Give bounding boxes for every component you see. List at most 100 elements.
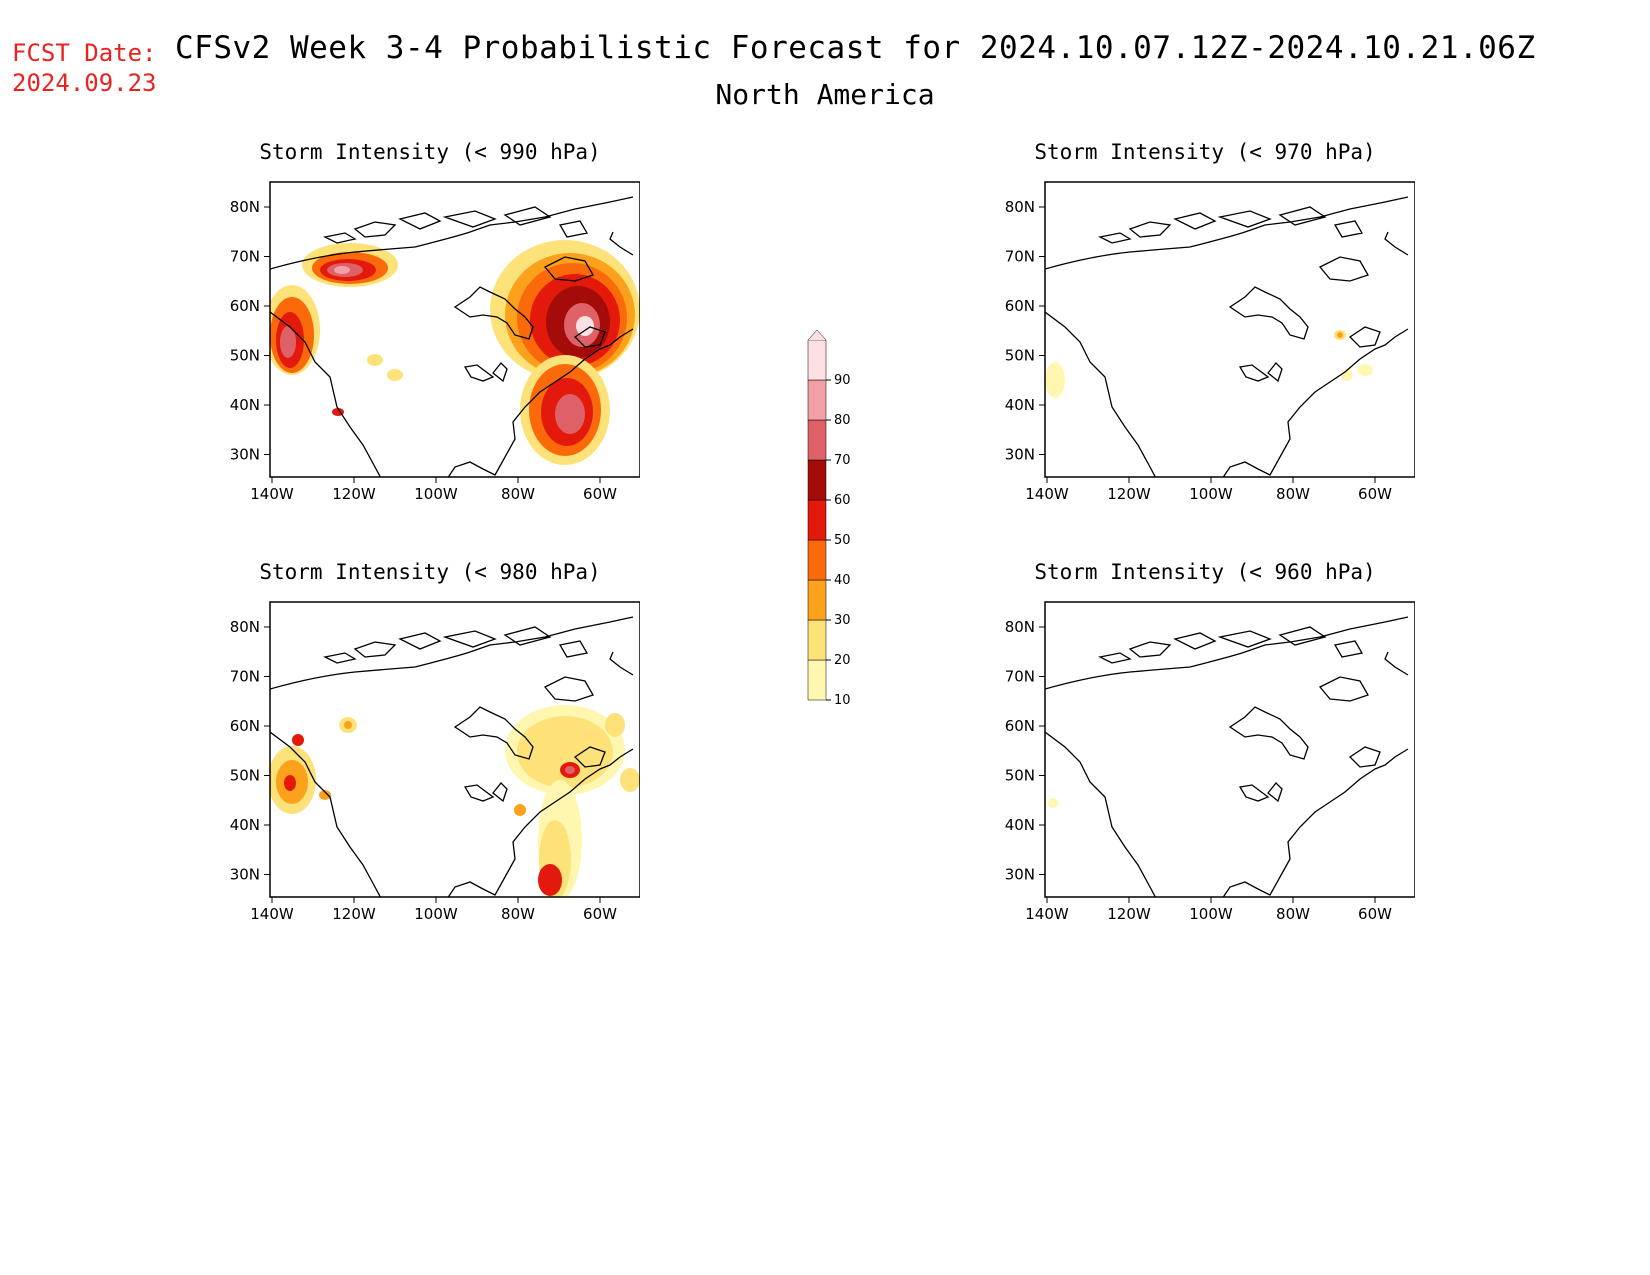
colorbar-swatch [807, 499, 827, 541]
map-border [269, 181, 640, 478]
lon-tick-label: 120W [332, 905, 376, 923]
lon-tick-label: 100W [1189, 485, 1233, 503]
probability-contour [319, 790, 331, 800]
probability-shading-980 [270, 705, 640, 897]
lat-tick-label: 60N [230, 297, 260, 315]
probability-contour [367, 354, 383, 366]
map-960hpa: 140W 120W 100W 80W 60W 80N 70N 60N 50N 40N 30N [1005, 601, 1415, 923]
lon-tick-label: 120W [332, 485, 376, 503]
probability-contour [284, 775, 296, 791]
colorbar-swatch [807, 419, 827, 461]
lat-tick-label: 80N [230, 198, 260, 216]
colorbar: 10 20 30 40 50 60 70 80 90 [807, 330, 851, 708]
panel-title-960: Storm Intensity (< 960 hPa) [1034, 560, 1376, 584]
probability-contour [576, 316, 594, 336]
lat-tick-label: 30N [230, 446, 260, 464]
colorbar-label: 70 [834, 453, 851, 468]
lat-tick-label: 70N [230, 248, 260, 266]
panel-990hpa: Storm Intensity (< 990 hPa) 140W 120W 100W… [220, 140, 640, 520]
panel-title-990: Storm Intensity (< 990 hPa) [259, 140, 601, 164]
lat-tick-label: 60N [230, 717, 260, 735]
panel-980hpa: Storm Intensity (< 980 hPa) 140W 120W 100W… [220, 560, 640, 940]
lon-tick-label: 80W [501, 485, 535, 503]
probability-contour [555, 394, 585, 434]
coastline-path [270, 196, 634, 477]
map-990hpa: 140W 120W 100W 80W 60W 80N 70N 60N 50N 40N 30N [230, 181, 640, 503]
map-border [269, 601, 640, 898]
map-frame: 140W 120W 100W 80W 60W 80N 70N 60N 50N 40N 30N [230, 181, 640, 503]
lon-tick-label: 60W [583, 905, 617, 923]
colorbar-label: 50 [834, 533, 851, 548]
map-border [1044, 181, 1415, 478]
lat-tick-label: 70N [1005, 248, 1035, 266]
forecast-date-block: FCST Date: 2024.09.23 [12, 38, 157, 98]
lat-tick-label: 80N [1005, 618, 1035, 636]
lat-tick-label: 60N [1005, 297, 1035, 315]
lat-tick-label: 60N [1005, 717, 1035, 735]
colorbar-label: 40 [834, 573, 851, 588]
coastline [270, 196, 634, 477]
coastline-path [1045, 616, 1409, 897]
probability-contour [1357, 364, 1373, 376]
panel-960hpa: Storm Intensity (< 960 hPa) 140W 120W 100W… [995, 560, 1415, 940]
lat-tick-label: 40N [1005, 816, 1035, 834]
colorbar-swatch [807, 459, 827, 501]
lat-tick-label: 70N [230, 668, 260, 686]
forecast-date-value: 2024.09.23 [12, 69, 157, 97]
map-frame: 140W 120W 100W 80W 60W 80N 70N 60N 50N 40N 30N [1005, 181, 1415, 503]
lon-tick-label: 140W [1025, 485, 1069, 503]
probability-contour [334, 266, 350, 274]
lat-tick-label: 50N [1005, 347, 1035, 365]
lon-tick-label: 60W [1358, 905, 1392, 923]
probability-contour [517, 716, 613, 788]
lon-tick-label: 80W [1276, 485, 1310, 503]
probability-contour [1048, 798, 1058, 808]
panel-title-980: Storm Intensity (< 980 hPa) [259, 560, 601, 584]
lat-tick-label: 40N [230, 816, 260, 834]
lon-tick-label: 100W [1189, 905, 1233, 923]
colorbar-swatch [807, 339, 827, 381]
panel-970hpa: Storm Intensity (< 970 hPa) 140W 120W 100W… [995, 140, 1415, 520]
lon-tick-label: 60W [583, 485, 617, 503]
colorbar-label: 20 [834, 653, 851, 668]
lat-tick-label: 80N [1005, 198, 1035, 216]
probability-contour [387, 369, 403, 381]
map-970hpa: 140W 120W 100W 80W 60W 80N 70N 60N 50N 40N 30N [1005, 181, 1415, 503]
lat-tick-label: 40N [230, 396, 260, 414]
lon-tick-label: 140W [1025, 905, 1069, 923]
probability-contour [565, 766, 575, 774]
forecast-date-label: FCST Date: [12, 39, 157, 67]
colorbar-label: 60 [834, 493, 851, 508]
coastline [1045, 616, 1409, 897]
lon-tick-label: 60W [1358, 485, 1392, 503]
colorbar-swatch [807, 619, 827, 661]
lat-tick-label: 50N [1005, 767, 1035, 785]
page-title: CFSv2 Week 3-4 Probabilistic Forecast fo… [175, 30, 1536, 66]
lat-tick-label: 30N [230, 866, 260, 884]
lon-tick-label: 80W [501, 905, 535, 923]
coastline [270, 616, 634, 897]
map-980hpa: 140W 120W 100W 80W 60W 80N 70N 60N 50N 40N 30N [230, 601, 640, 923]
colorbar-cap [807, 330, 827, 341]
colorbar-label: 30 [834, 613, 851, 628]
lat-tick-label: 30N [1005, 446, 1035, 464]
probability-contour [292, 734, 304, 746]
lon-tick-label: 100W [414, 485, 458, 503]
colorbar-label: 90 [834, 373, 851, 388]
colorbar-swatch [807, 659, 827, 701]
coastline-path [270, 616, 634, 897]
probability-contour [514, 804, 526, 816]
lat-tick-label: 40N [1005, 396, 1035, 414]
lon-tick-label: 100W [414, 905, 458, 923]
colorbar-swatch [807, 579, 827, 621]
lat-tick-label: 80N [230, 618, 260, 636]
probability-shading-970 [1045, 330, 1373, 398]
lat-tick-label: 30N [1005, 866, 1035, 884]
coastline [1045, 196, 1409, 477]
coastline-path [1045, 196, 1409, 477]
lon-tick-label: 140W [250, 485, 294, 503]
map-frame: 140W 120W 100W 80W 60W 80N 70N 60N 50N 40N 30N [230, 601, 640, 923]
lon-tick-label: 80W [1276, 905, 1310, 923]
region-subtitle: North America [715, 78, 935, 111]
map-frame: 140W 120W 100W 80W 60W 80N 70N 60N 50N 40N 30N [1005, 601, 1415, 923]
